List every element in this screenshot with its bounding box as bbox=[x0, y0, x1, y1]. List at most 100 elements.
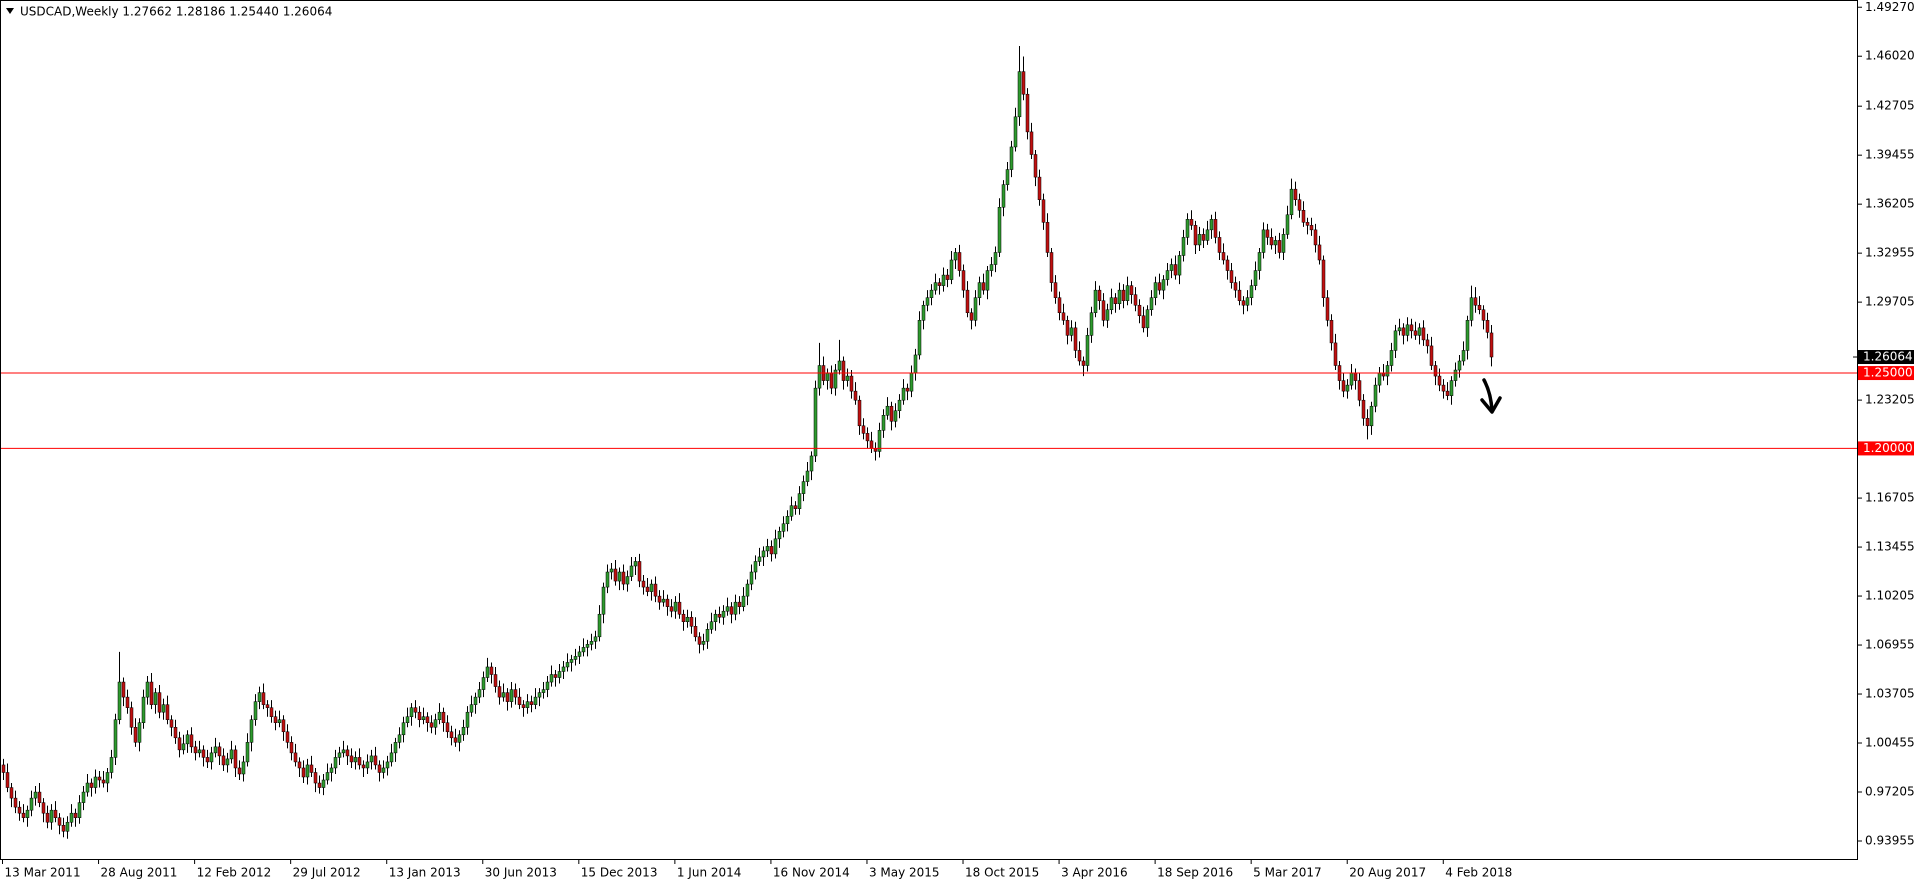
candle-body bbox=[593, 636, 598, 642]
candle-body bbox=[741, 595, 746, 607]
candle-body bbox=[1121, 289, 1126, 301]
candle-body bbox=[693, 626, 698, 638]
candle-body bbox=[1217, 237, 1222, 253]
candle-body bbox=[1289, 188, 1294, 216]
candle-body bbox=[613, 568, 618, 582]
candle-body bbox=[497, 686, 502, 698]
candle-body bbox=[649, 583, 654, 592]
candle-body bbox=[1397, 327, 1402, 332]
candle-body bbox=[49, 809, 54, 823]
candle-body bbox=[1009, 146, 1014, 170]
candle-body bbox=[921, 304, 926, 321]
candle-body bbox=[409, 707, 414, 717]
candle-body bbox=[597, 613, 602, 638]
candle-body bbox=[849, 375, 854, 392]
candle-body bbox=[1261, 229, 1266, 253]
candle-body bbox=[317, 782, 322, 788]
candle-body bbox=[993, 252, 998, 265]
candle-body bbox=[205, 757, 210, 763]
candle-body bbox=[369, 755, 374, 763]
candle-body bbox=[1297, 199, 1302, 211]
candle-body bbox=[221, 755, 226, 766]
x-tick-label: 13 Jan 2013 bbox=[389, 866, 461, 880]
candle-body bbox=[1413, 330, 1418, 336]
candle-body bbox=[1177, 255, 1182, 276]
candle-body bbox=[637, 561, 642, 582]
candle-body bbox=[689, 616, 694, 627]
candle-body bbox=[197, 749, 202, 754]
candle-body bbox=[477, 689, 482, 698]
x-tick-label: 20 Aug 2017 bbox=[1349, 866, 1426, 880]
candle-body bbox=[729, 606, 734, 615]
candle-body bbox=[1201, 234, 1206, 241]
candle-body bbox=[629, 565, 634, 577]
candle-body bbox=[1141, 315, 1146, 329]
candle-body bbox=[677, 601, 682, 615]
candle-body bbox=[669, 606, 674, 612]
candle-body bbox=[273, 716, 278, 723]
candle-body bbox=[809, 455, 814, 472]
candle-body bbox=[217, 746, 222, 757]
candle-body bbox=[1341, 380, 1346, 392]
y-tick-label: 1.42705 bbox=[1865, 99, 1915, 113]
candle-body bbox=[201, 749, 206, 758]
candle-body bbox=[53, 809, 58, 818]
candle-body bbox=[1097, 289, 1102, 301]
candle-body bbox=[881, 415, 886, 431]
candle-body bbox=[1269, 237, 1274, 246]
candle-body bbox=[1453, 369, 1458, 381]
y-tick-label: 1.32955 bbox=[1865, 246, 1915, 260]
candle-body bbox=[1317, 244, 1322, 261]
candle-body bbox=[1293, 188, 1298, 200]
candle-body bbox=[705, 629, 710, 642]
candle-body bbox=[1325, 297, 1330, 321]
y-tick-label: 1.23205 bbox=[1865, 393, 1915, 407]
candle-body bbox=[1073, 327, 1078, 351]
candle-body bbox=[977, 282, 982, 298]
candle-body bbox=[485, 666, 490, 678]
candle-body bbox=[1461, 350, 1466, 362]
x-tick-label: 15 Dec 2013 bbox=[581, 866, 658, 880]
candle-body bbox=[9, 787, 14, 799]
candle-body bbox=[433, 719, 438, 728]
candle-body bbox=[1377, 372, 1382, 386]
candle-body bbox=[257, 692, 262, 702]
candle-body bbox=[961, 270, 966, 291]
candle-body bbox=[1421, 327, 1426, 341]
candle-body bbox=[1401, 327, 1406, 336]
candle-body bbox=[901, 387, 906, 401]
candle-body bbox=[949, 259, 954, 280]
candle-body bbox=[969, 312, 974, 321]
candle-body bbox=[897, 399, 902, 411]
candle-body bbox=[1349, 372, 1354, 386]
candle-body bbox=[1181, 237, 1186, 256]
candle-body bbox=[29, 797, 34, 811]
candle-body bbox=[605, 571, 610, 588]
x-tick-label: 29 Jul 2012 bbox=[293, 866, 361, 880]
candle-body bbox=[633, 561, 638, 567]
candle-body bbox=[1313, 229, 1318, 246]
candle-body bbox=[153, 692, 158, 705]
candle-body bbox=[353, 757, 358, 763]
level-label-box bbox=[1858, 366, 1914, 381]
candle-body bbox=[417, 711, 422, 720]
candle-body bbox=[757, 556, 762, 562]
candle-body bbox=[489, 666, 494, 675]
candle-body bbox=[933, 282, 938, 291]
candle-body bbox=[253, 701, 258, 720]
candle-body bbox=[1249, 285, 1254, 298]
candle-body bbox=[1281, 234, 1286, 253]
candle-body bbox=[233, 749, 238, 769]
candle-body bbox=[617, 571, 622, 582]
candle-body bbox=[1189, 219, 1194, 226]
candle-body bbox=[405, 716, 410, 723]
candle-body bbox=[1193, 225, 1198, 246]
candle-body bbox=[601, 586, 606, 615]
candle-body bbox=[1033, 154, 1038, 178]
candle-body bbox=[1333, 342, 1338, 366]
candle-body bbox=[441, 711, 446, 723]
candle-body bbox=[85, 782, 90, 793]
symbol-menu-arrow[interactable] bbox=[6, 8, 14, 14]
x-tick-label: 4 Feb 2018 bbox=[1445, 866, 1512, 880]
candle-body bbox=[389, 752, 394, 763]
